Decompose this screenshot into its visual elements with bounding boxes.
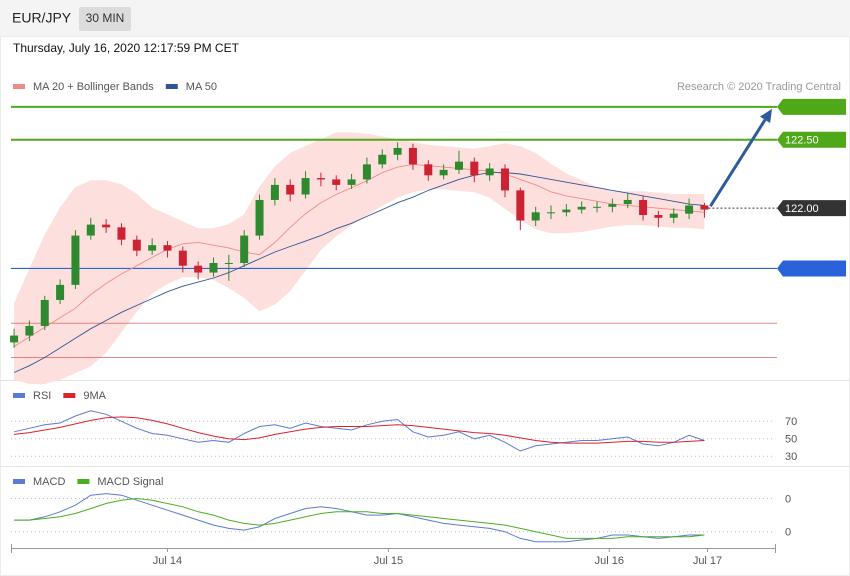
legend-label: MACD Signal bbox=[97, 476, 163, 488]
projection-arrowhead bbox=[759, 108, 772, 124]
legend-label: RSI bbox=[33, 390, 51, 402]
candle-body bbox=[25, 325, 34, 336]
candle-body bbox=[439, 169, 448, 176]
candle-body bbox=[685, 205, 694, 214]
candle-body bbox=[102, 224, 111, 228]
y-tick-label: 70 bbox=[785, 416, 797, 428]
candle-body bbox=[148, 245, 157, 251]
candle-body bbox=[224, 262, 233, 264]
candle-body bbox=[700, 205, 709, 210]
credit: Research © 2020 Trading Central bbox=[677, 81, 841, 93]
candle-body bbox=[240, 235, 249, 263]
level-label: 122.00 bbox=[785, 203, 819, 215]
projection-arrow bbox=[709, 119, 767, 207]
bollinger-upper bbox=[13, 132, 705, 305]
candle-body bbox=[500, 168, 509, 191]
candle-body bbox=[270, 184, 279, 200]
legend-label: 9MA bbox=[83, 390, 106, 402]
indicator-line bbox=[14, 493, 705, 543]
legend-swatch bbox=[13, 84, 25, 89]
candle-body bbox=[669, 213, 678, 218]
candle-body bbox=[393, 147, 402, 155]
candle-body bbox=[623, 199, 632, 205]
candle-body bbox=[286, 184, 295, 195]
level-box bbox=[777, 98, 846, 115]
candle-body bbox=[378, 154, 387, 165]
candle-body bbox=[86, 224, 95, 236]
legend-label: MA 50 bbox=[186, 81, 217, 93]
x-tick-label: Jul 16 bbox=[595, 555, 624, 567]
symbol: EUR/JPY bbox=[12, 10, 72, 26]
candle-body bbox=[454, 161, 463, 170]
x-tick-label: Jul 17 bbox=[693, 555, 722, 567]
candle-body bbox=[608, 204, 617, 207]
candle-body bbox=[132, 239, 141, 251]
candle-body bbox=[316, 178, 325, 180]
candle-body bbox=[332, 179, 341, 185]
legend-swatch bbox=[13, 479, 25, 484]
candle-body bbox=[408, 147, 417, 165]
candle-body bbox=[562, 209, 571, 213]
indicator-line bbox=[14, 497, 705, 539]
legend-label: MACD bbox=[33, 476, 65, 488]
y-tick-label: 0 bbox=[785, 527, 791, 539]
y-tick-label: 0 bbox=[785, 493, 791, 505]
candle-body bbox=[516, 190, 525, 221]
indicator-line bbox=[14, 416, 705, 444]
level-box bbox=[777, 260, 846, 277]
candle-body bbox=[163, 245, 172, 251]
legend-label: MA 20 + Bollinger Bands bbox=[33, 81, 154, 93]
level-box bbox=[777, 200, 846, 217]
legend-swatch bbox=[165, 84, 178, 89]
indicator-line bbox=[13, 410, 705, 452]
candle-body bbox=[470, 161, 479, 176]
candle-body bbox=[639, 199, 648, 216]
candle-body bbox=[654, 215, 663, 218]
candle-body bbox=[424, 164, 433, 176]
y-tick-label: 50 bbox=[785, 434, 797, 446]
candle-body bbox=[531, 212, 540, 221]
candle-body bbox=[347, 179, 356, 185]
candle-body bbox=[301, 178, 310, 195]
candle-body bbox=[10, 335, 19, 343]
candle-body bbox=[194, 265, 203, 273]
x-tick-label: Jul 15 bbox=[374, 555, 403, 567]
bollinger-band bbox=[14, 132, 705, 384]
candle-body bbox=[56, 284, 65, 300]
candle-body bbox=[71, 235, 80, 285]
candle-body bbox=[255, 199, 264, 236]
candle-body bbox=[362, 164, 371, 180]
interval-button[interactable] bbox=[79, 7, 131, 31]
candle-body bbox=[178, 250, 187, 266]
candle-body bbox=[209, 262, 218, 273]
candle-body bbox=[117, 227, 126, 240]
legend-swatch bbox=[63, 393, 76, 398]
top-bar bbox=[0, 0, 850, 36]
ma20-line bbox=[13, 163, 705, 347]
candle-body bbox=[593, 206, 602, 208]
legend-swatch bbox=[77, 479, 90, 484]
level-label: 122.50 bbox=[785, 135, 819, 147]
candle-body bbox=[547, 212, 556, 214]
interval-label[interactable]: 30 MIN bbox=[86, 11, 125, 25]
candle-body bbox=[40, 299, 49, 326]
candle-body bbox=[485, 168, 494, 176]
candle-body bbox=[577, 206, 586, 210]
timestamp: Thursday, July 16, 2020 12:17:59 PM CET bbox=[13, 41, 240, 55]
legend-swatch bbox=[13, 393, 25, 398]
level-box bbox=[777, 131, 846, 148]
ma50-line bbox=[13, 172, 705, 373]
x-tick-label: Jul 14 bbox=[153, 555, 182, 567]
y-tick-label: 30 bbox=[785, 451, 797, 463]
